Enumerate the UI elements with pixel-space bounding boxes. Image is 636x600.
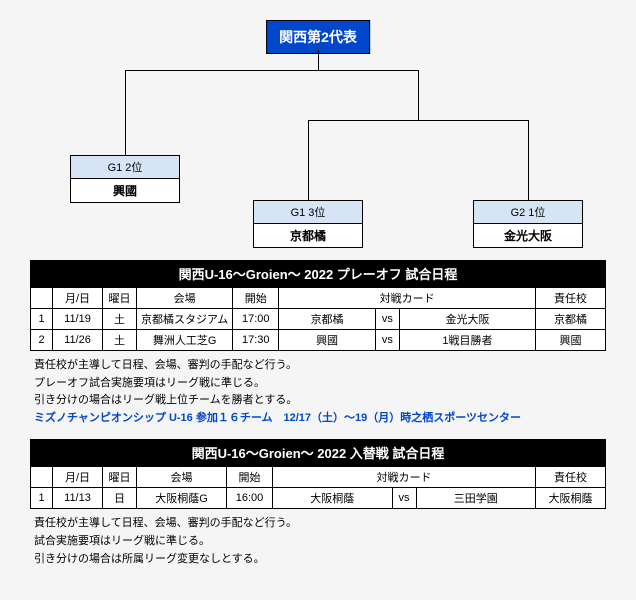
note-line: 責任校が主導して日程、会場、審判の手配など行う。 [34, 515, 606, 533]
bracket-header: G2 1位 [474, 201, 582, 224]
cell-time: 17:00 [233, 309, 279, 330]
bracket-team: 金光大阪 [474, 224, 582, 247]
col-venue: 会場 [137, 288, 233, 309]
cell-vs: vs [375, 309, 399, 330]
cell-day: 土 [103, 309, 137, 330]
bracket-team: 京都橘 [254, 224, 362, 247]
playoff-notes: 責任校が主導して日程、会場、審判の手配など行う。 プレーオフ試合実施要項はリーグ… [34, 357, 606, 427]
col-day: 曜日 [103, 288, 137, 309]
cell-resp: 興國 [536, 330, 606, 351]
bracket-header: G1 2位 [71, 156, 179, 179]
cell-num: 1 [31, 488, 53, 509]
table-row: 1 11/19 土 京都橘スタジアム 17:00 京都橘 vs 金光大阪 京都橘 [31, 309, 606, 330]
cell-vs: vs [375, 330, 399, 351]
cell-time: 16:00 [227, 488, 273, 509]
cell-home: 大阪桐蔭 [273, 488, 393, 509]
cell-home: 京都橘 [279, 309, 376, 330]
bracket-header: G1 3位 [254, 201, 362, 224]
note-line-blue: ミズノチャンピオンシップ U-16 参加１６チーム 12/17（土）〜19（月）… [34, 410, 606, 428]
note-line: 引き分けの場合は所属リーグ変更なしとする。 [34, 551, 606, 569]
cell-away: 三田学園 [416, 488, 536, 509]
champion-box: 関西第2代表 [266, 20, 370, 54]
note-line: 責任校が主導して日程、会場、審判の手配など行う。 [34, 357, 606, 375]
col-date: 月/日 [53, 467, 103, 488]
col-card: 対戦カード [273, 467, 536, 488]
col-resp: 責任校 [536, 288, 606, 309]
note-line: 引き分けの場合はリーグ戦上位チームを勝者とする。 [34, 392, 606, 410]
cell-away: 1戦目勝者 [399, 330, 535, 351]
cell-day: 日 [103, 488, 137, 509]
col-venue: 会場 [137, 467, 227, 488]
col-time: 開始 [233, 288, 279, 309]
col-resp: 責任校 [536, 467, 606, 488]
table-row: 1 11/13 日 大阪桐蔭G 16:00 大阪桐蔭 vs 三田学園 大阪桐蔭 [31, 488, 606, 509]
cell-day: 土 [103, 330, 137, 351]
tournament-bracket: 関西第2代表 G1 2位 興國 G1 3位 京都橘 G2 1位 金光大阪 [30, 20, 606, 250]
cell-date: 11/26 [53, 330, 103, 351]
col-num [31, 288, 53, 309]
col-card: 対戦カード [279, 288, 536, 309]
cell-time: 17:30 [233, 330, 279, 351]
cell-away: 金光大阪 [399, 309, 535, 330]
cell-home: 興國 [279, 330, 376, 351]
col-day: 曜日 [103, 467, 137, 488]
irekae-table: 月/日 曜日 会場 開始 対戦カード 責任校 1 11/13 日 大阪桐蔭G 1… [30, 466, 606, 509]
table-header-row: 月/日 曜日 会場 開始 対戦カード 責任校 [31, 467, 606, 488]
col-date: 月/日 [53, 288, 103, 309]
cell-resp: 京都橘 [536, 309, 606, 330]
cell-venue: 京都橘スタジアム [137, 309, 233, 330]
bracket-box-mid: G1 3位 京都橘 [253, 200, 363, 248]
cell-resp: 大阪桐蔭 [536, 488, 606, 509]
bracket-box-left: G1 2位 興國 [70, 155, 180, 203]
playoff-title: 関西U-16〜Groien〜 2022 プレーオフ 試合日程 [30, 260, 606, 287]
cell-venue: 舞洲人工芝G [137, 330, 233, 351]
cell-venue: 大阪桐蔭G [137, 488, 227, 509]
col-num [31, 467, 53, 488]
irekae-notes: 責任校が主導して日程、会場、審判の手配など行う。 試合実施要項はリーグ戦に準じる… [34, 515, 606, 568]
bracket-box-right: G2 1位 金光大阪 [473, 200, 583, 248]
cell-date: 11/19 [53, 309, 103, 330]
note-line: 試合実施要項はリーグ戦に準じる。 [34, 533, 606, 551]
col-time: 開始 [227, 467, 273, 488]
table-row: 2 11/26 土 舞洲人工芝G 17:30 興國 vs 1戦目勝者 興國 [31, 330, 606, 351]
playoff-table: 月/日 曜日 会場 開始 対戦カード 責任校 1 11/19 土 京都橘スタジア… [30, 287, 606, 351]
table-header-row: 月/日 曜日 会場 開始 対戦カード 責任校 [31, 288, 606, 309]
cell-num: 2 [31, 330, 53, 351]
cell-num: 1 [31, 309, 53, 330]
note-line: プレーオフ試合実施要項はリーグ戦に準じる。 [34, 375, 606, 393]
bracket-team: 興國 [71, 179, 179, 202]
cell-vs: vs [392, 488, 416, 509]
irekae-title: 関西U-16〜Groien〜 2022 入替戦 試合日程 [30, 439, 606, 466]
cell-date: 11/13 [53, 488, 103, 509]
